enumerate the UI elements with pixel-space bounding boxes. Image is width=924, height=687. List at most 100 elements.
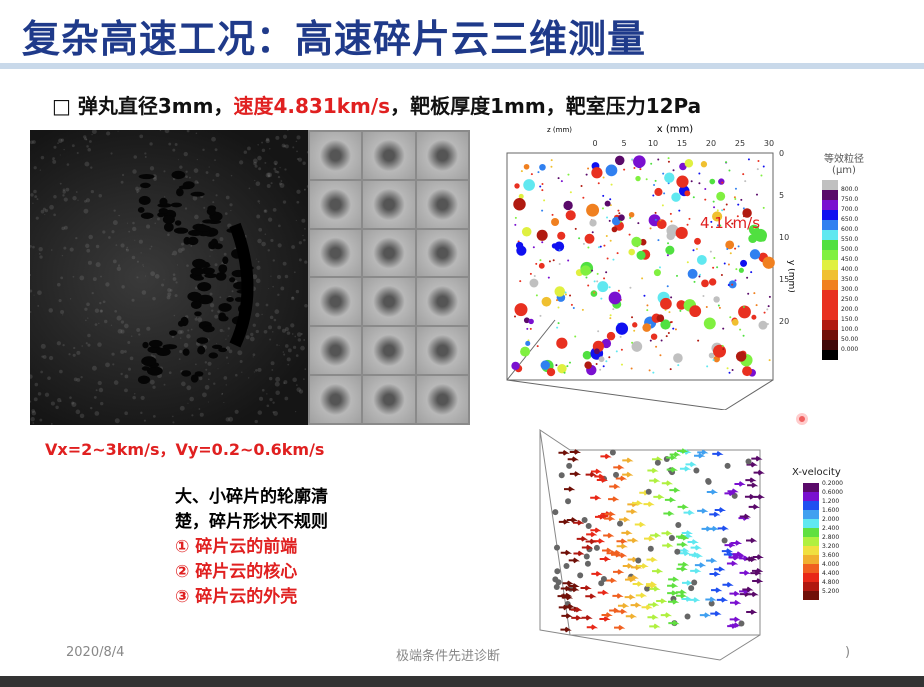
velocity-arrow [632,500,644,506]
texture-speck [31,409,36,413]
texture-speck [302,161,306,165]
texture-speck [171,335,175,338]
fragment-shadow [155,347,171,357]
texture-speck [60,276,64,280]
fragment-shadow [140,212,154,219]
fragment-point [631,236,642,247]
colorbar-swatch [803,546,819,555]
fragment-point [581,308,584,311]
velocity-arrow [563,486,576,492]
texture-speck [132,221,135,225]
fragment-point [615,350,618,353]
fragment-point [540,360,551,370]
velocity-arrow [571,615,583,621]
texture-speck [284,396,289,401]
velocity-arrow [675,533,688,540]
colorbar-label: 2.000 [822,515,840,523]
fragment-point [602,176,605,179]
x-tick-label: 10 [648,139,658,148]
fragment-point [609,317,612,320]
velocity-arrow [724,490,736,497]
fragment-point [514,223,517,226]
fragment-point [550,159,553,162]
velocity-arrow [594,514,607,520]
texture-speck [263,329,268,334]
texture-speck [185,170,188,173]
texture-speck [216,343,218,345]
texture-speck [284,144,289,149]
hologram-image [30,130,310,425]
fragment-point [688,217,691,220]
fragment-closeup [363,132,415,179]
fragment-shadow [163,222,174,232]
texture-speck [239,160,244,165]
x-tick-label: 20 [706,139,716,148]
colorbar-label: 250.0 [841,296,859,303]
texture-speck [266,393,268,395]
texture-speck [283,353,286,356]
fragment-shadow [138,195,151,206]
texture-speck [32,202,34,204]
velocity-arrow [706,557,718,564]
texture-speck [60,309,65,314]
fragment-point [611,216,621,226]
fragment-closeup [310,132,362,179]
texture-speck [87,333,91,338]
texture-speck [84,137,87,141]
texture-speck [150,271,156,277]
fragment-point [633,329,636,332]
velocity-arrow [709,511,721,518]
texture-speck [136,328,141,332]
fragment-point [758,320,768,330]
texture-speck [194,214,199,220]
colorbar-label: 800.0 [841,186,859,193]
fragment-point [658,266,661,269]
fragment-point [612,308,615,311]
fragment-point [597,182,600,185]
texture-speck [50,249,53,251]
fragment-point [563,563,570,570]
fragment-point [617,209,620,212]
fragment-shadow [162,344,178,350]
fragment-point [523,163,530,170]
fragment-point [734,187,737,190]
y-tick-label: 5 [779,191,784,200]
fragment-point [731,283,734,286]
fragment-closeup [363,278,415,326]
colorbar-swatch [803,519,819,528]
fragment-point [577,572,584,579]
fragment-point [554,241,565,252]
texture-speck [209,255,211,257]
colorbar-label: 200.0 [841,306,859,313]
texture-speck [133,393,136,395]
texture-speck [57,282,61,287]
fragment-point [756,168,759,171]
texture-speck [217,368,219,370]
fragment-point [631,341,634,344]
fragment-point [620,348,623,351]
texture-speck [111,352,115,356]
texture-speck [209,292,213,296]
texture-speck [276,274,282,280]
texture-speck [30,245,32,248]
texture-speck [168,142,172,146]
texture-speck [87,343,91,347]
velocity-arrow [625,613,638,620]
velocity-arrow [581,544,594,551]
fragment-point [763,311,766,314]
texture-speck [221,393,224,395]
texture-speck [185,175,188,179]
fragment-point [584,361,592,369]
texture-speck [99,301,102,305]
velocity-arrow [608,496,620,502]
texture-speck [100,309,103,313]
texture-speck [167,233,170,236]
note-item: ② 碎片云的核心 [175,562,298,582]
fragment-point [557,306,560,309]
texture-speck [196,181,200,184]
fragment-point [753,292,756,295]
texture-speck [223,376,228,380]
fragment-shadow [137,207,145,213]
fragment-point [724,462,731,469]
fragment-point [713,206,716,209]
